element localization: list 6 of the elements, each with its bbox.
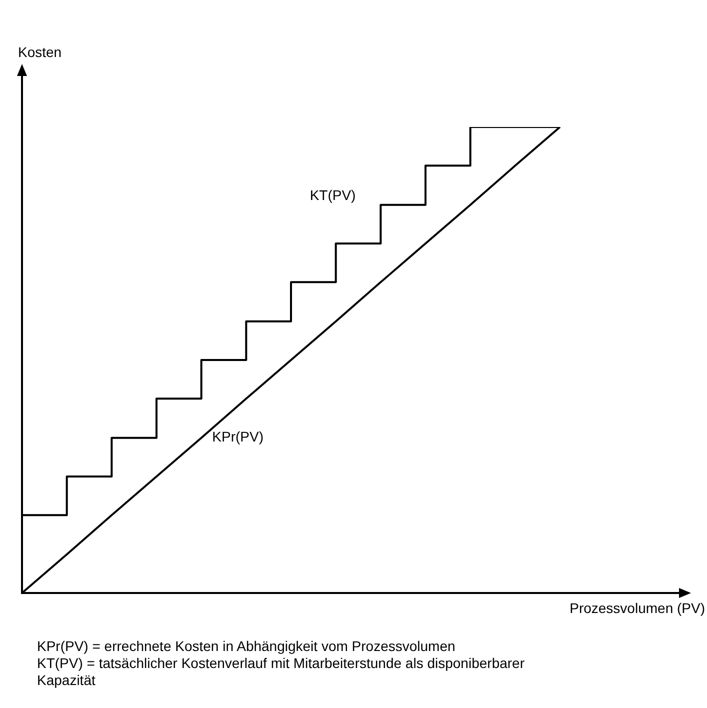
x-axis-title: Prozessvolumen (PV) xyxy=(570,600,705,616)
series-label: KPr(PV) xyxy=(212,428,264,445)
series-label: KT(PV) xyxy=(310,187,356,204)
y-axis-title: Kosten xyxy=(18,44,62,60)
text: KT(PV) = tatsächlicher Kostenverlauf mit Mitarbeiterstunde als disponiberbarer Kapazität xyxy=(37,655,526,689)
text: KPr(PV) = errechnete Kosten in Abhängigkeit vom Prozessvolumen xyxy=(37,638,456,655)
